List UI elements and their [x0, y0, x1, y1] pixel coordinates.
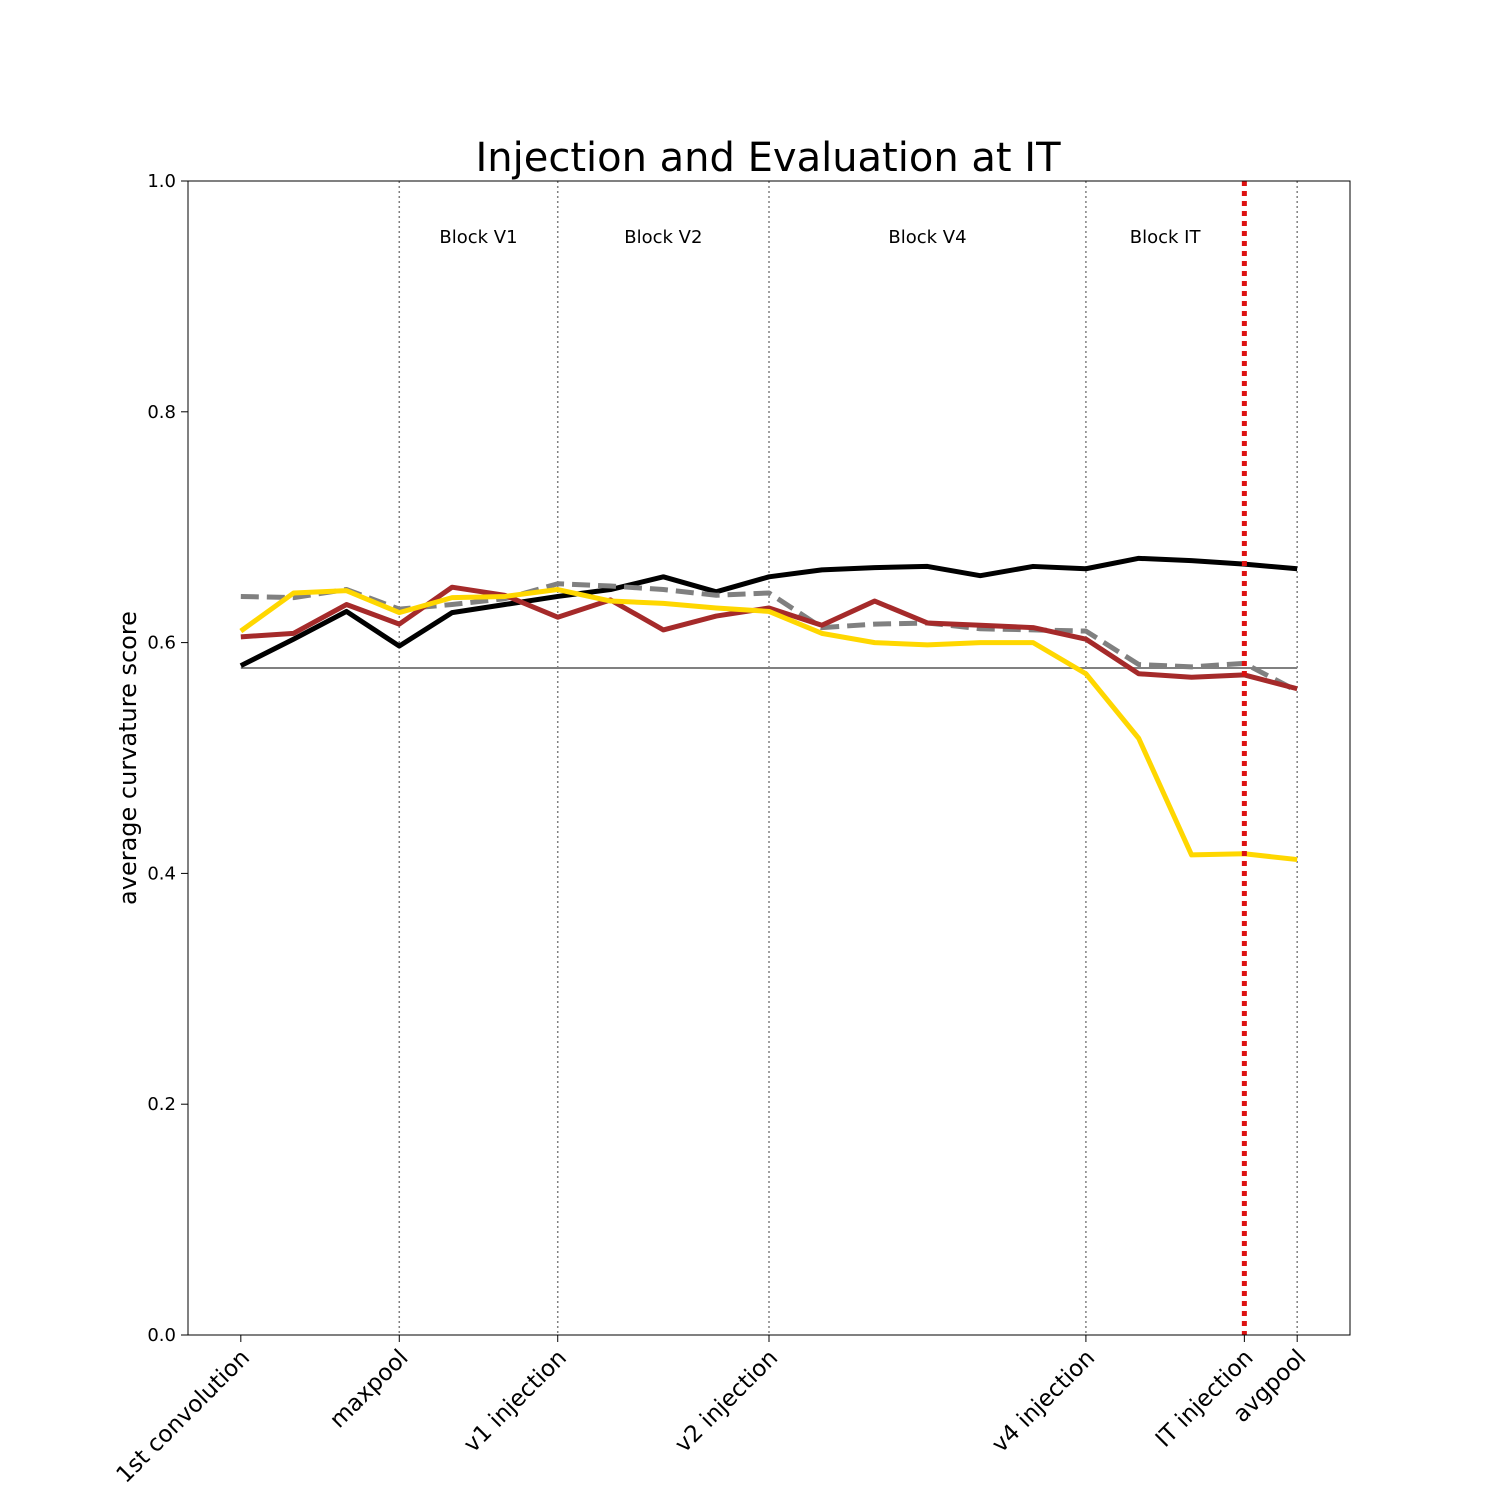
y-tick-label: 0.2	[147, 1094, 176, 1115]
y-tick-label: 0.4	[147, 863, 176, 884]
x-tick-label: maxpool	[325, 1345, 414, 1434]
series-line-3	[239, 587, 1298, 863]
x-tick-label: v2 injection	[670, 1345, 783, 1458]
x-tick-label: 1st convolution	[112, 1345, 256, 1489]
series-line-2	[240, 584, 1298, 692]
block-dividers	[398, 181, 1298, 1335]
block-label: Block IT	[1130, 227, 1202, 248]
y-tick-label: 0.0	[147, 1325, 176, 1346]
x-axis: 1st convolution maxpool v1 injection v2 inj…	[112, 1335, 1311, 1489]
y-tick-label: 1.0	[147, 171, 176, 192]
block-labels: Block V1 Block V2 Block V4 Block IT	[439, 227, 1201, 248]
y-axis-label: average curvature score	[114, 611, 142, 905]
chart-title: Injection and Evaluation at IT	[475, 135, 1061, 181]
block-label: Block V2	[624, 227, 702, 248]
series-line-1	[240, 581, 1299, 694]
series-line-0	[239, 555, 1298, 668]
block-label: Block V4	[888, 227, 966, 248]
x-tick-label: v4 injection	[987, 1345, 1100, 1458]
series-layer	[239, 555, 1299, 863]
block-label: Block V1	[439, 227, 517, 248]
y-tick-label: 0.6	[147, 633, 176, 654]
y-axis: 0.0 0.2 0.4 0.6 0.8 1.0	[147, 171, 188, 1346]
y-tick-label: 0.8	[147, 402, 176, 423]
x-tick-label: v1 injection	[459, 1345, 572, 1458]
